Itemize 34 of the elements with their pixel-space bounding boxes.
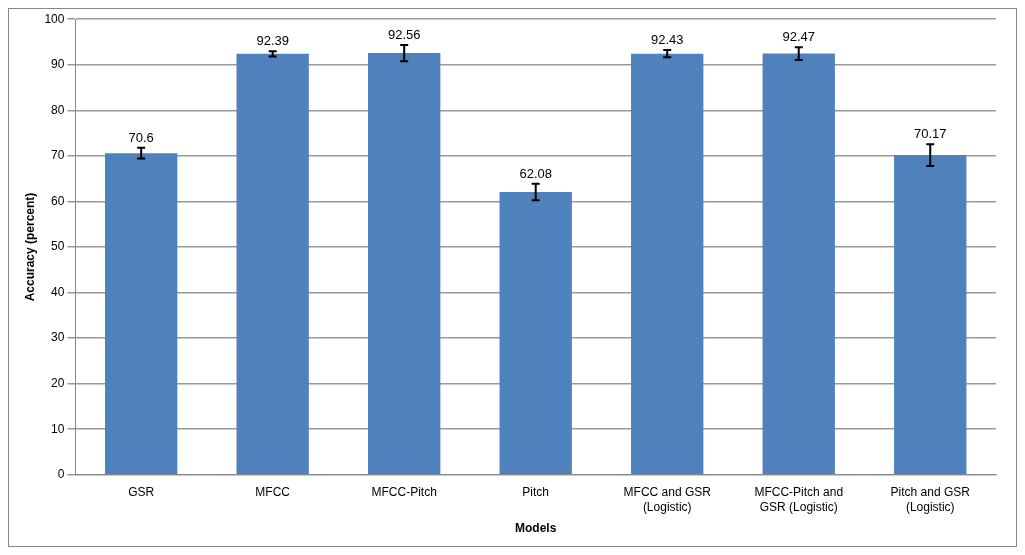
bar — [631, 53, 704, 475]
y-tick-label: 30 — [51, 330, 65, 345]
bar — [236, 53, 309, 475]
y-axis-title: Accuracy (percent) — [22, 192, 37, 302]
x-tick-label: MFCC — [255, 485, 291, 500]
x-axis-title: Models — [515, 521, 557, 536]
data-label: 92.39 — [256, 33, 289, 49]
bar — [368, 53, 441, 475]
y-tick-label: 50 — [51, 239, 65, 254]
bar — [499, 191, 572, 475]
x-tick-label: MFCC-Pitch — [371, 485, 437, 500]
data-label: 92.43 — [650, 32, 684, 48]
bar — [105, 153, 178, 475]
data-label: 92.47 — [782, 29, 816, 45]
bar — [894, 155, 967, 475]
x-tick-label: Pitch and GSR (Logistic) — [890, 485, 971, 514]
y-tick-label: 40 — [51, 284, 65, 299]
y-tick-label: 90 — [51, 57, 65, 72]
y-tick-label: 60 — [51, 193, 65, 208]
data-label: 70.17 — [913, 126, 947, 142]
y-tick-label: 70 — [51, 148, 65, 163]
bar — [762, 53, 835, 475]
y-tick-label: 100 — [44, 11, 65, 26]
data-label: 62.08 — [519, 165, 552, 181]
y-tick-label: 10 — [51, 421, 65, 436]
y-tick-label: 80 — [51, 102, 65, 117]
x-tick-label: Pitch — [522, 485, 550, 500]
data-label: 70.6 — [128, 129, 154, 145]
data-label: 92.56 — [387, 26, 421, 42]
y-tick-label: 20 — [51, 375, 65, 390]
x-tick-label: MFCC-Pitch and GSR (Logistic) — [754, 485, 844, 514]
x-tick-label: MFCC and GSR (Logistic) — [623, 485, 712, 514]
y-tick-label: 0 — [57, 467, 65, 482]
x-tick-label: GSR — [128, 485, 155, 500]
